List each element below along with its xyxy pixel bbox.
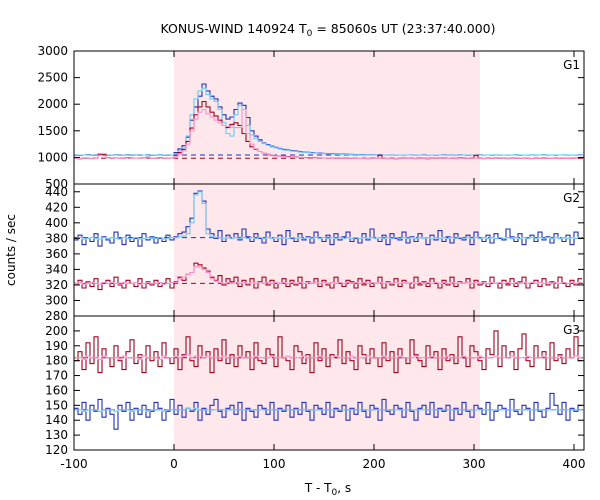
panel-g1: 500 1000 1500 2000 2500 3000 G1 xyxy=(37,44,585,191)
x-tick-label: -100 xyxy=(60,457,87,471)
y-tick-label: 300 xyxy=(45,293,68,307)
series-pink-g3 xyxy=(74,354,582,360)
series-pink-g2 xyxy=(74,265,582,285)
x-tick-label: 300 xyxy=(463,457,486,471)
y-tick-label: 170 xyxy=(45,369,68,383)
y-tick-label: 280 xyxy=(45,309,68,323)
panel-label: G1 xyxy=(563,58,580,72)
y-tick-label: 420 xyxy=(45,200,68,214)
y-tick-label: 320 xyxy=(45,278,68,292)
shaded-interval-g1 xyxy=(174,51,480,184)
y-tick-label: 360 xyxy=(45,247,68,261)
shaded-interval-g3 xyxy=(174,316,480,450)
series-light-blue-g1 xyxy=(74,87,584,156)
series-light-blue-g3 xyxy=(74,407,582,412)
y-tick-label: 2500 xyxy=(37,71,68,85)
y-tick-label: 160 xyxy=(45,383,68,397)
series-blue-g3 xyxy=(74,392,582,430)
y-tick-label: 200 xyxy=(45,324,68,338)
y-tick-label: 3000 xyxy=(37,44,68,58)
y-tick-label: 500 xyxy=(45,177,68,191)
panel-label: G3 xyxy=(563,323,580,337)
y-tick-label: 140 xyxy=(45,413,68,427)
y-tick-label: 440 xyxy=(45,185,68,199)
y-tick-label: 190 xyxy=(45,339,68,353)
y-tick-label: 400 xyxy=(45,216,68,230)
y-tick-label: 380 xyxy=(45,231,68,245)
x-tick-label: 400 xyxy=(563,457,586,471)
y-tick-label: 340 xyxy=(45,262,68,276)
panels-group: 50010001500200025003000G1280300320340360… xyxy=(37,44,586,471)
series-blue-g2 xyxy=(74,190,582,247)
y-tick-label: 1500 xyxy=(37,124,68,138)
panel-label: G2 xyxy=(563,191,580,205)
y-tick-label: 180 xyxy=(45,354,68,368)
y-tick-label: 1000 xyxy=(37,150,68,164)
series-light-blue-g2 xyxy=(74,191,582,240)
frame-g3 xyxy=(73,315,585,451)
shaded-interval-g2 xyxy=(174,184,480,316)
x-tick-label: 0 xyxy=(170,457,178,471)
series-pink-g1 xyxy=(74,108,578,160)
x-tick-label: 100 xyxy=(263,457,286,471)
y-tick-label: 2000 xyxy=(37,97,68,111)
y-tick-label: 130 xyxy=(45,428,68,442)
y-axis-label: counts / sec xyxy=(4,214,18,286)
series-red-g3 xyxy=(74,330,582,374)
chart-title: KONUS-WIND 140924 T0 = 85060s UT (23:37:… xyxy=(160,21,495,39)
x-tick-label: 200 xyxy=(363,457,386,471)
y-tick-label: 150 xyxy=(45,398,68,412)
x-axis-label: T - T0, s xyxy=(304,481,351,498)
y-tick-label: 120 xyxy=(45,443,68,457)
